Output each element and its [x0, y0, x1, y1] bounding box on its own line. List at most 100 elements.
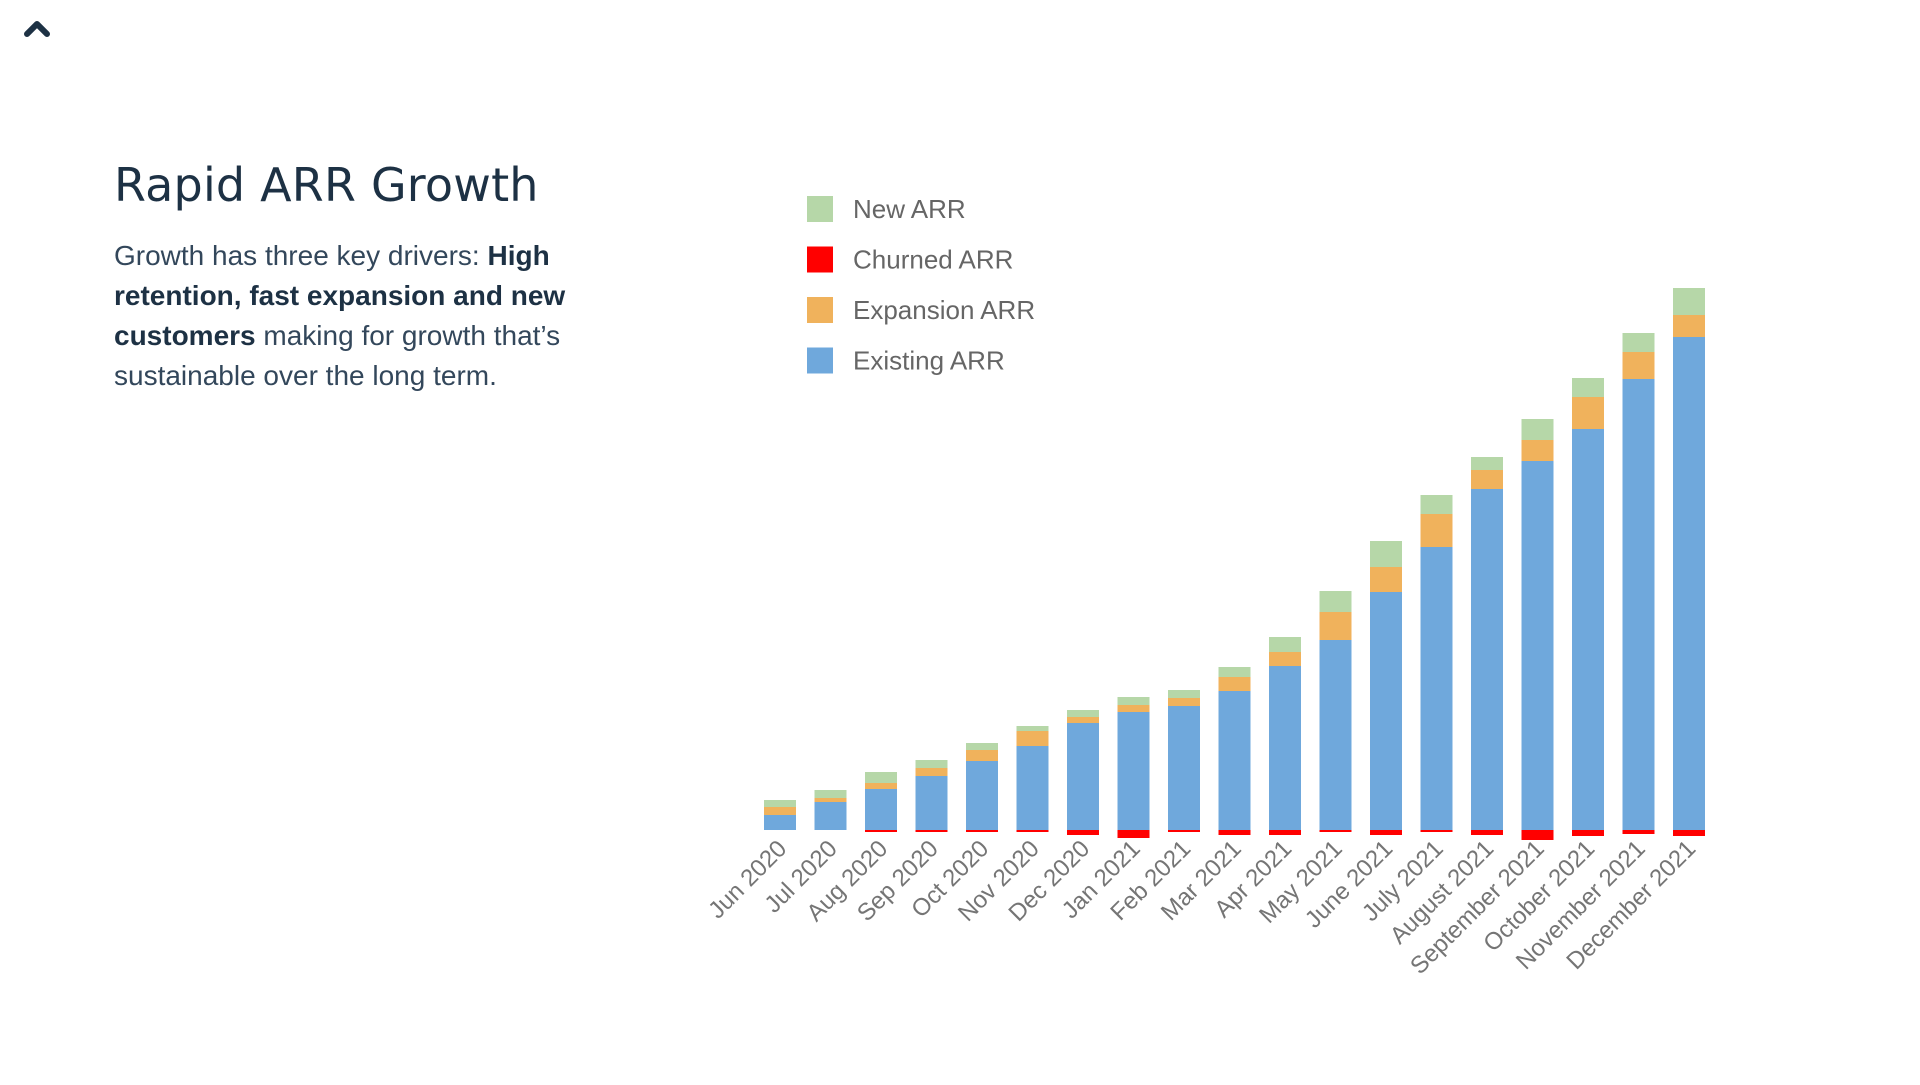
bar-expansion-arr — [1622, 352, 1655, 379]
bar-group-2 — [865, 772, 897, 832]
bar-expansion-arr — [1471, 470, 1503, 489]
description-suffix: making for growth that’s sustainable ove… — [114, 320, 561, 391]
bar-group-13 — [1420, 495, 1453, 832]
bar-churned-arr — [966, 830, 998, 832]
bar-churned-arr — [1572, 830, 1604, 836]
bar-new-arr — [1067, 710, 1099, 717]
bar-expansion-arr — [814, 798, 847, 802]
bar-new-arr — [814, 790, 847, 798]
bar-expansion-arr — [1168, 698, 1200, 706]
bar-group-12 — [1370, 541, 1402, 835]
bar-new-arr — [1572, 378, 1604, 397]
bar-new-arr — [966, 743, 998, 750]
bar-existing-arr — [966, 761, 998, 830]
bar-existing-arr — [1370, 592, 1402, 830]
bar-group-11 — [1319, 591, 1352, 832]
bar-existing-arr — [1269, 666, 1301, 830]
bar-expansion-arr — [1572, 397, 1604, 429]
bar-churned-arr — [1622, 830, 1655, 834]
legend-swatch — [807, 196, 833, 222]
bar-group-18 — [1673, 288, 1705, 836]
intro-section: Rapid ARR Growth Growth has three key dr… — [114, 158, 634, 396]
bar-new-arr — [1117, 697, 1150, 705]
bar-existing-arr — [764, 815, 796, 830]
description-prefix: Growth has three key drivers: — [114, 240, 488, 271]
bar-new-arr — [1319, 591, 1352, 612]
legend-label: New ARR — [853, 194, 966, 224]
bar-churned-arr — [1471, 830, 1503, 835]
bar-new-arr — [1471, 457, 1503, 470]
bar-existing-arr — [1016, 746, 1049, 830]
bar-group-15 — [1521, 419, 1554, 840]
bar-expansion-arr — [1420, 514, 1453, 547]
bar-existing-arr — [915, 776, 948, 830]
bar-new-arr — [1622, 333, 1655, 352]
bar-expansion-arr — [1117, 705, 1150, 712]
bar-expansion-arr — [1521, 440, 1554, 461]
bar-new-arr — [1673, 288, 1705, 315]
bar-churned-arr — [1319, 830, 1352, 832]
bar-churned-arr — [1370, 830, 1402, 835]
bar-existing-arr — [1067, 723, 1099, 830]
bar-expansion-arr — [966, 750, 998, 761]
legend-swatch — [807, 246, 833, 273]
bar-group-7 — [1117, 697, 1150, 838]
legend-swatch — [807, 297, 833, 323]
bar-churned-arr — [1420, 830, 1453, 832]
bar-new-arr — [1269, 637, 1301, 652]
bar-churned-arr — [1673, 830, 1705, 836]
bar-churned-arr — [915, 830, 948, 832]
bar-existing-arr — [1521, 461, 1554, 830]
bar-existing-arr — [1673, 337, 1705, 830]
bar-new-arr — [1168, 690, 1200, 698]
bar-expansion-arr — [1218, 677, 1251, 691]
bar-churned-arr — [1016, 830, 1049, 832]
bar-expansion-arr — [1370, 567, 1402, 592]
bar-expansion-arr — [865, 783, 897, 789]
bar-churned-arr — [1218, 830, 1251, 835]
bar-new-arr — [1016, 726, 1049, 731]
bar-expansion-arr — [1319, 612, 1352, 640]
bar-group-10 — [1269, 637, 1301, 835]
bar-churned-arr — [865, 830, 897, 832]
bar-new-arr — [1370, 541, 1402, 567]
bar-existing-arr — [1218, 691, 1251, 830]
description-bold: High retention, fast expansion and new c… — [114, 240, 566, 351]
bar-group-8 — [1168, 690, 1200, 832]
bar-new-arr — [865, 772, 897, 783]
bar-churned-arr — [1168, 830, 1200, 832]
bar-group-17 — [1622, 333, 1655, 834]
bar-existing-arr — [865, 789, 897, 830]
bar-churned-arr — [1521, 830, 1554, 840]
bar-existing-arr — [814, 802, 847, 830]
bar-group-9 — [1218, 667, 1251, 835]
bar-new-arr — [1420, 495, 1453, 514]
bar-expansion-arr — [915, 768, 948, 776]
bar-existing-arr — [1117, 712, 1150, 830]
bar-expansion-arr — [1067, 717, 1099, 723]
bar-group-3 — [915, 760, 948, 832]
bar-new-arr — [1521, 419, 1554, 440]
description: Growth has three key drivers: High reten… — [114, 236, 634, 396]
bar-existing-arr — [1572, 429, 1604, 830]
bar-churned-arr — [1117, 830, 1150, 838]
legend-swatch — [807, 347, 833, 374]
page-title: Rapid ARR Growth — [114, 158, 539, 212]
bar-new-arr — [764, 800, 796, 807]
legend-label: Churned ARR — [853, 245, 1013, 275]
bar-expansion-arr — [1269, 652, 1301, 666]
bar-group-14 — [1471, 457, 1503, 835]
bar-expansion-arr — [1673, 315, 1705, 337]
scroll-top-button[interactable] — [22, 16, 52, 40]
bar-existing-arr — [1319, 640, 1352, 830]
bar-existing-arr — [1622, 379, 1655, 830]
chevron-up-icon — [24, 21, 50, 37]
bar-existing-arr — [1471, 489, 1503, 830]
bar-churned-arr — [1269, 830, 1301, 835]
bar-expansion-arr — [764, 807, 796, 815]
bar-group-6 — [1067, 710, 1099, 835]
bar-group-5 — [1016, 726, 1049, 832]
bar-group-0 — [764, 800, 796, 830]
